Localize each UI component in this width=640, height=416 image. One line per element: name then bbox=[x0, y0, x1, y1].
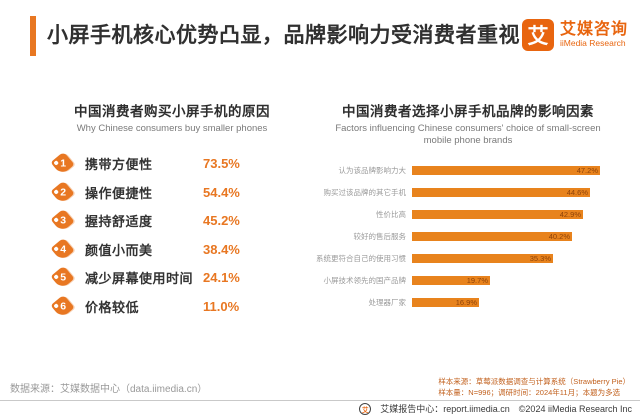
logo-text: 艾媒咨询 iiMedia Research bbox=[559, 21, 628, 48]
list-item: 1 携带方便性 73.5% bbox=[50, 149, 308, 178]
tag-icon: 6 bbox=[50, 294, 75, 319]
bar-value: 35.3% bbox=[529, 254, 551, 264]
left-chart-title: 中国消费者购买小屏手机的原因 bbox=[74, 104, 270, 119]
logo-name-cn: 艾媒咨询 bbox=[559, 21, 628, 39]
rank-number: 4 bbox=[59, 243, 66, 256]
bar: 35.3% bbox=[412, 254, 553, 264]
rank-number: 1 bbox=[59, 157, 66, 170]
iimedia-logo: 艾 艾媒咨询 iiMedia Research bbox=[521, 19, 628, 51]
report-center-link: 艾媒报告中心：report.iimedia.cn bbox=[380, 404, 510, 414]
bar-row: 性价比高 42.9% bbox=[310, 204, 626, 226]
reason-value: 24.1% bbox=[203, 270, 240, 286]
bar-track: 42.9% bbox=[412, 210, 626, 220]
bar: 16.9% bbox=[412, 298, 479, 308]
tag-icon: 5 bbox=[50, 265, 75, 290]
bar-track: 19.7% bbox=[412, 276, 626, 286]
reason-label: 减少屏幕使用时间 bbox=[85, 271, 194, 287]
rank-number: 6 bbox=[59, 300, 66, 313]
list-item: 2 操作便捷性 54.4% bbox=[50, 178, 308, 207]
tag-icon: 4 bbox=[50, 237, 75, 262]
list-item: 3 握持舒适度 45.2% bbox=[50, 206, 308, 235]
list-item: 5 减少屏幕使用时间 24.1% bbox=[50, 263, 308, 292]
bar-chart: 认为该品牌影响力大 47.2% 购买过该品牌的其它手机 44.6% 性价比高 4… bbox=[310, 160, 626, 314]
tag-icon: 3 bbox=[50, 208, 75, 233]
bar-row: 较好的售后服务 40.2% bbox=[310, 226, 626, 248]
bar-track: 44.6% bbox=[412, 188, 626, 198]
bar-value: 44.6% bbox=[566, 188, 588, 198]
bar-label: 小屏技术领先的国产品牌 bbox=[323, 276, 407, 286]
right-chart-subtitle: Factors influencing Chinese consumers' c… bbox=[310, 123, 626, 148]
bar-value: 47.2% bbox=[576, 166, 598, 176]
rank-number: 3 bbox=[59, 214, 66, 227]
bar-label: 性价比高 bbox=[376, 210, 406, 220]
reason-label: 颜值小而美 bbox=[85, 242, 153, 258]
right-chart-title: 中国消费者选择小屏手机品牌的影响因素 bbox=[342, 104, 594, 119]
bar: 47.2% bbox=[412, 166, 600, 176]
reason-label: 握持舒适度 bbox=[85, 214, 153, 230]
iimedia-logo-icon: 艾 bbox=[521, 19, 554, 51]
bar-track: 35.3% bbox=[412, 254, 626, 264]
right-chart: 中国消费者选择小屏手机品牌的影响因素 Factors influencing C… bbox=[310, 100, 640, 320]
bar: 44.6% bbox=[412, 188, 590, 198]
bar-row: 购买过该品牌的其它手机 44.6% bbox=[310, 182, 626, 204]
sample-source-line: 样本来源：草莓派数据调查与计算系统（Strawberry Pie） bbox=[438, 376, 630, 386]
reason-value: 45.2% bbox=[203, 213, 240, 229]
bottom-bar: 艾 艾媒报告中心：report.iimedia.cn ©2024 iiMedia… bbox=[0, 400, 640, 416]
reason-label: 价格较低 bbox=[85, 299, 140, 315]
bar-value: 19.7% bbox=[466, 276, 488, 286]
main-content: 中国消费者购买小屏手机的原因 Why Chinese consumers buy… bbox=[0, 100, 640, 320]
reason-value: 73.5% bbox=[203, 156, 240, 172]
reason-value: 38.4% bbox=[203, 241, 240, 257]
bar-track: 40.2% bbox=[412, 232, 626, 242]
tag-icon: 1 bbox=[50, 151, 75, 176]
right-chart-subtitle-line1: Factors influencing Chinese consumers' c… bbox=[335, 123, 601, 134]
iimedia-footer-icon: 艾 bbox=[359, 402, 372, 415]
bar-value: 42.9% bbox=[559, 210, 581, 220]
data-source-note: 数据来源：艾媒数据中心（data.iimedia.cn） bbox=[10, 384, 208, 395]
bar-label: 处理器厂家 bbox=[368, 298, 407, 308]
reason-value: 11.0% bbox=[203, 298, 240, 314]
bar-label: 系统更符合自己的使用习惯 bbox=[316, 254, 406, 264]
reason-label: 操作便捷性 bbox=[85, 185, 153, 201]
header: 小屏手机核心优势凸显，品牌影响力受消费者重视 艾 艾媒咨询 iiMedia Re… bbox=[30, 16, 628, 56]
right-chart-subtitle-line2: mobile phone brands bbox=[423, 135, 513, 147]
title-accent-bar bbox=[30, 16, 36, 56]
left-chart: 中国消费者购买小屏手机的原因 Why Chinese consumers buy… bbox=[36, 100, 308, 320]
bar-row: 处理器厂家 16.9% bbox=[310, 292, 626, 314]
bar-row: 小屏技术领先的国产品牌 19.7% bbox=[310, 270, 626, 292]
sample-note: 样本来源：草莓派数据调查与计算系统（Strawberry Pie） 样本量：N=… bbox=[438, 376, 630, 399]
list-item: 6 价格较低 11.0% bbox=[50, 292, 308, 321]
bar: 42.9% bbox=[412, 210, 583, 220]
rank-number: 2 bbox=[59, 186, 66, 199]
bar-row: 认为该品牌影响力大 47.2% bbox=[310, 160, 626, 182]
page-title: 小屏手机核心优势凸显，品牌影响力受消费者重视 bbox=[47, 24, 520, 47]
rank-number: 5 bbox=[59, 271, 66, 284]
bar-track: 47.2% bbox=[412, 166, 626, 176]
title-block: 小屏手机核心优势凸显，品牌影响力受消费者重视 bbox=[30, 16, 520, 56]
reason-value: 54.4% bbox=[203, 184, 240, 200]
left-chart-subtitle: Why Chinese consumers buy smaller phones bbox=[76, 123, 268, 134]
rank-list: 1 携带方便性 73.5% 2 操作便捷性 54.4% 3 握持舒适度 45.2… bbox=[50, 149, 308, 320]
bar: 19.7% bbox=[412, 276, 490, 286]
bar-value: 16.9% bbox=[455, 298, 477, 308]
bar-label: 认为该品牌影响力大 bbox=[338, 166, 407, 176]
reason-label: 携带方便性 bbox=[85, 157, 153, 173]
bar-label: 较好的售后服务 bbox=[353, 232, 407, 242]
bar-value: 40.2% bbox=[548, 232, 570, 242]
tag-icon: 2 bbox=[50, 180, 75, 205]
copyright-text: ©2024 iiMedia Research Inc bbox=[518, 403, 632, 414]
logo-name-en: iiMedia Research bbox=[559, 37, 626, 48]
bar-row: 系统更符合自己的使用习惯 35.3% bbox=[310, 248, 626, 270]
bar-track: 16.9% bbox=[412, 298, 626, 308]
sample-size-line: 样本量：N=996；调研时间：2024年11月；本题为多选 bbox=[438, 387, 621, 397]
list-item: 4 颜值小而美 38.4% bbox=[50, 235, 308, 264]
bar-label: 购买过该品牌的其它手机 bbox=[323, 188, 407, 198]
bar: 40.2% bbox=[412, 232, 572, 242]
